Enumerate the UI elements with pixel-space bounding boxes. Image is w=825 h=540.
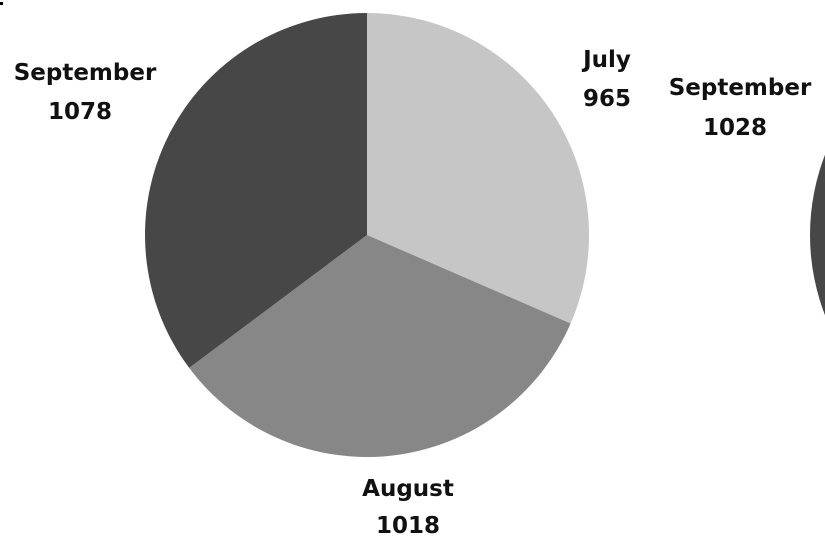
pie-slice-september: [145, 13, 367, 368]
slice-label-august-name: August: [362, 476, 454, 502]
pie-chart-2: [810, 154, 825, 316]
slice-label-july-name: July: [581, 47, 631, 73]
pie-slice-august: [189, 235, 571, 458]
slice-label-september-name: September: [14, 60, 157, 86]
pie-slice-september-2: [810, 154, 825, 316]
slice-label-september-value: 1078: [48, 99, 112, 125]
slice-label-july-value: 965: [583, 86, 631, 112]
slice-label-september-2-name: September: [669, 75, 812, 101]
slice-label-august-value: 1018: [376, 513, 440, 539]
pie-chart-2-labels: September 1028: [669, 75, 812, 141]
pie-slice-july: [367, 12, 590, 324]
pie-chart-1-labels: July 965 August 1018 September 1078: [14, 47, 631, 539]
corner-mark: [0, 2, 3, 5]
slice-label-september-2-value: 1028: [703, 115, 767, 141]
pie-chart-1: [145, 12, 590, 458]
